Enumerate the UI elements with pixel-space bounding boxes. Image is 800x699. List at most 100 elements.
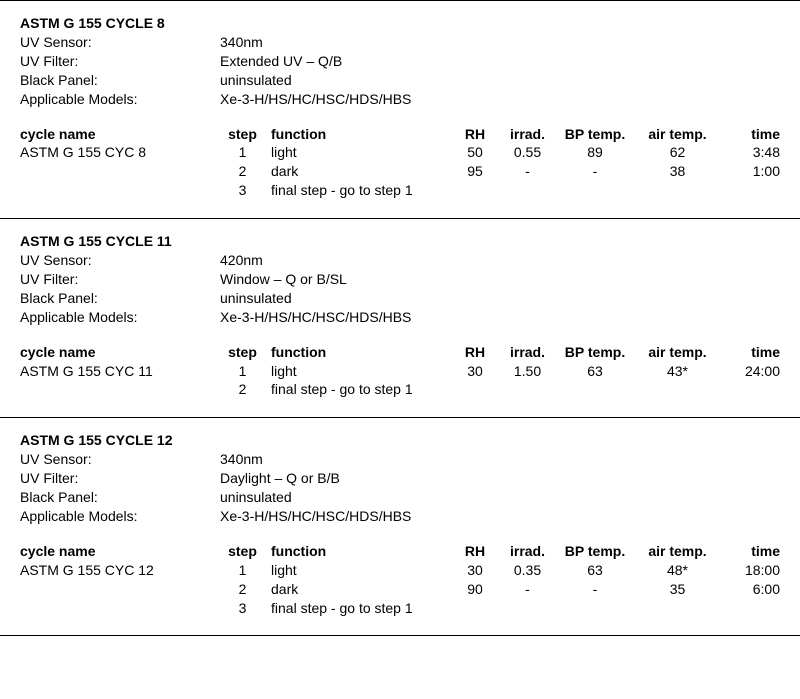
cell-time: 24:00: [720, 362, 780, 381]
steps-table: cycle namestepfunctionRHirrad.BP temp.ai…: [20, 125, 780, 201]
cell-irrad: [500, 599, 555, 618]
cell-time: [720, 380, 780, 399]
cell-cycle-name: [20, 181, 220, 200]
applicable-models-label: Applicable Models:: [20, 507, 220, 526]
cycle-section: ASTM G 155 CYCLE 11 UV Sensor:420nmUV Fil…: [0, 218, 800, 417]
uv-filter-value: Extended UV – Q/B: [220, 52, 780, 71]
cell-irrad: [500, 380, 555, 399]
cell-irrad: 0.35: [500, 561, 555, 580]
uv-sensor-row: UV Sensor:420nm: [20, 251, 780, 270]
table-row: 2dark95--381:00: [20, 162, 780, 181]
col-header-irrad: irrad.: [500, 343, 555, 362]
uv-filter-value: Daylight – Q or B/B: [220, 469, 780, 488]
black-panel-row: Black Panel:uninsulated: [20, 488, 780, 507]
cell-irrad: 1.50: [500, 362, 555, 381]
uv-filter-label: UV Filter:: [20, 469, 220, 488]
col-header-cycle-name: cycle name: [20, 343, 220, 362]
col-header-cycle-name: cycle name: [20, 125, 220, 144]
cell-rh: 50: [450, 143, 500, 162]
cell-function: final step - go to step 1: [265, 181, 450, 200]
cell-air-temp: 48*: [635, 561, 720, 580]
cell-step: 1: [220, 362, 265, 381]
steps-table: cycle namestepfunctionRHirrad.BP temp.ai…: [20, 343, 780, 400]
cell-air-temp: [635, 599, 720, 618]
col-header-air-temp: air temp.: [635, 542, 720, 561]
applicable-models-label: Applicable Models:: [20, 90, 220, 109]
table-row: ASTM G 155 CYC 81light500.5589623:48: [20, 143, 780, 162]
cell-rh: 30: [450, 561, 500, 580]
cell-step: 2: [220, 580, 265, 599]
col-header-function: function: [265, 542, 450, 561]
applicable-models-value: Xe-3-H/HS/HC/HSC/HDS/HBS: [220, 90, 780, 109]
cell-irrad: -: [500, 580, 555, 599]
cell-function: light: [265, 362, 450, 381]
black-panel-label: Black Panel:: [20, 71, 220, 90]
black-panel-value: uninsulated: [220, 488, 780, 507]
uv-sensor-label: UV Sensor:: [20, 450, 220, 469]
cell-time: [720, 181, 780, 200]
table-row: 3final step - go to step 1: [20, 599, 780, 618]
table-row: 3final step - go to step 1: [20, 181, 780, 200]
uv-filter-row: UV Filter:Window – Q or B/SL: [20, 270, 780, 289]
cell-function: dark: [265, 580, 450, 599]
black-panel-row: Black Panel:uninsulated: [20, 289, 780, 308]
col-header-time: time: [720, 125, 780, 144]
col-header-bp-temp: BP temp.: [555, 542, 635, 561]
cell-air-temp: [635, 380, 720, 399]
cycle-section: ASTM G 155 CYCLE 8UV Sensor:340nmUV Filt…: [0, 0, 800, 218]
cell-cycle-name: ASTM G 155 CYC 8: [20, 143, 220, 162]
cell-irrad: -: [500, 162, 555, 181]
cell-air-temp: 38: [635, 162, 720, 181]
col-header-time: time: [720, 542, 780, 561]
cell-rh: 95: [450, 162, 500, 181]
uv-filter-row: UV Filter:Extended UV – Q/B: [20, 52, 780, 71]
cell-bp-temp: [555, 599, 635, 618]
cell-cycle-name: [20, 599, 220, 618]
table-row: 2final step - go to step 1: [20, 380, 780, 399]
applicable-models-row: Applicable Models:Xe-3-H/HS/HC/HSC/HDS/H…: [20, 507, 780, 526]
table-row: ASTM G 155 CYC 111light301.506343*24:00: [20, 362, 780, 381]
black-panel-value: uninsulated: [220, 71, 780, 90]
cell-air-temp: 43*: [635, 362, 720, 381]
col-header-rh: RH: [450, 125, 500, 144]
uv-sensor-label: UV Sensor:: [20, 33, 220, 52]
cell-bp-temp: -: [555, 162, 635, 181]
cell-rh: 30: [450, 362, 500, 381]
col-header-irrad: irrad.: [500, 542, 555, 561]
col-header-irrad: irrad.: [500, 125, 555, 144]
col-header-rh: RH: [450, 343, 500, 362]
cell-step: 3: [220, 599, 265, 618]
black-panel-row: Black Panel:uninsulated: [20, 71, 780, 90]
cell-bp-temp: -: [555, 580, 635, 599]
cell-cycle-name: [20, 580, 220, 599]
table-row: 2dark90--356:00: [20, 580, 780, 599]
cell-rh: [450, 599, 500, 618]
col-header-step: step: [220, 343, 265, 362]
col-header-step: step: [220, 125, 265, 144]
cell-cycle-name: ASTM G 155 CYC 12: [20, 561, 220, 580]
col-header-air-temp: air temp.: [635, 125, 720, 144]
section-title: ASTM G 155 CYCLE 11: [20, 233, 780, 249]
cell-rh: [450, 181, 500, 200]
uv-sensor-value: 340nm: [220, 450, 780, 469]
cell-time: [720, 599, 780, 618]
black-panel-label: Black Panel:: [20, 488, 220, 507]
uv-filter-label: UV Filter:: [20, 52, 220, 71]
cell-function: final step - go to step 1: [265, 380, 450, 399]
cell-rh: [450, 380, 500, 399]
cell-cycle-name: [20, 162, 220, 181]
cell-step: 1: [220, 561, 265, 580]
uv-sensor-value: 420nm: [220, 251, 780, 270]
uv-sensor-label: UV Sensor:: [20, 251, 220, 270]
col-header-step: step: [220, 542, 265, 561]
cell-air-temp: [635, 181, 720, 200]
cell-bp-temp: 63: [555, 362, 635, 381]
cell-bp-temp: 89: [555, 143, 635, 162]
col-header-cycle-name: cycle name: [20, 542, 220, 561]
cell-cycle-name: [20, 380, 220, 399]
cell-function: dark: [265, 162, 450, 181]
uv-sensor-row: UV Sensor:340nm: [20, 33, 780, 52]
black-panel-value: uninsulated: [220, 289, 780, 308]
cycle-section: ASTM G 155 CYCLE 12UV Sensor:340nmUV Fil…: [0, 417, 800, 636]
cell-air-temp: 62: [635, 143, 720, 162]
